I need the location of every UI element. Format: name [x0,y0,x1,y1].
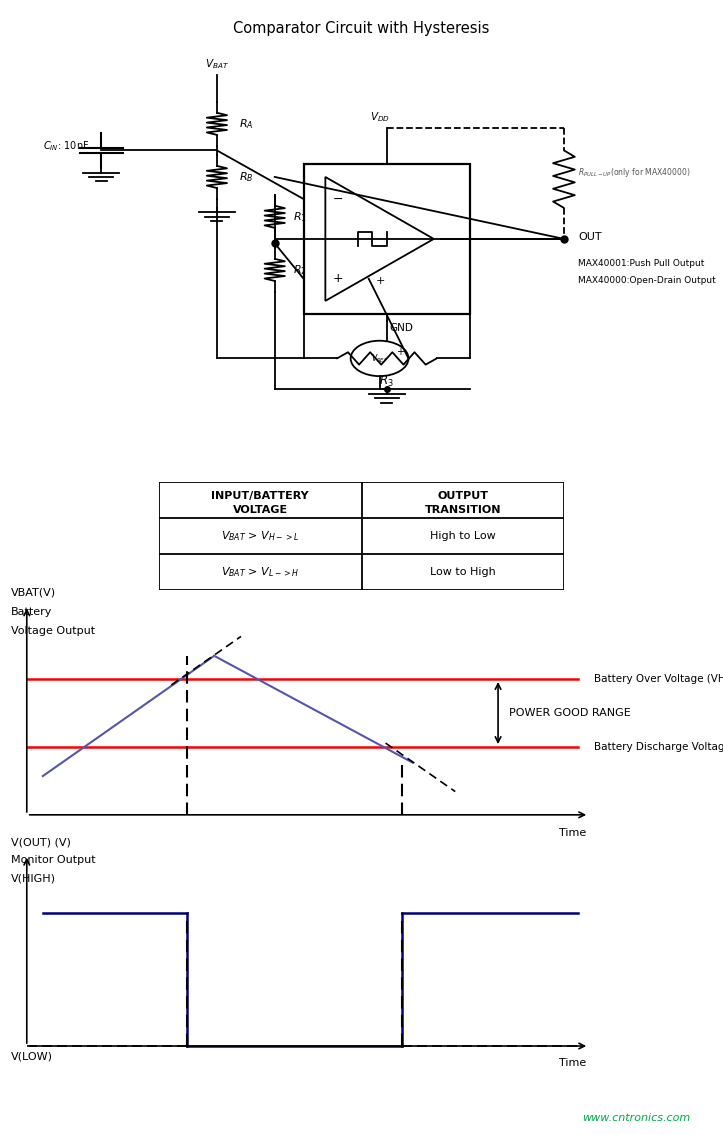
Text: $V_{DD}$: $V_{DD}$ [369,110,390,124]
Text: $R_2$: $R_2$ [293,263,307,277]
Text: V(OUT) (V): V(OUT) (V) [11,838,71,848]
Text: $C_{IN}$: 10nF: $C_{IN}$: 10nF [43,140,90,153]
Text: Comparator Circuit with Hysteresis: Comparator Circuit with Hysteresis [234,20,489,36]
Text: Voltage Output: Voltage Output [11,627,95,637]
Text: $V_{BAT}$ > $V_{L->H}$: $V_{BAT}$ > $V_{L->H}$ [221,565,299,579]
Text: Battery Over Voltage (VH->L): Battery Over Voltage (VH->L) [594,674,723,684]
Text: Monitor Output: Monitor Output [11,856,95,865]
Text: $R_B$: $R_B$ [239,170,253,184]
Text: GND: GND [389,323,414,333]
Text: TRANSITION: TRANSITION [424,505,501,515]
Text: High to Low: High to Low [430,531,495,541]
Bar [304,163,470,314]
Text: Low to High: Low to High [430,568,495,578]
Text: +: + [395,347,404,356]
Text: OUTPUT: OUTPUT [437,491,488,502]
Text: MAX40000:Open-Drain Output: MAX40000:Open-Drain Output [578,277,716,286]
Text: VBAT(V): VBAT(V) [11,588,56,598]
Text: +: + [333,272,343,285]
Text: V(LOW): V(LOW) [11,1051,53,1061]
Text: $V_{BAT}$: $V_{BAT}$ [205,57,229,70]
Text: $R_{PULL-UP}$(only for MAX40000): $R_{PULL-UP}$(only for MAX40000) [578,166,690,179]
Text: VOLTAGE: VOLTAGE [233,505,288,515]
Text: $R_1$: $R_1$ [293,210,307,224]
Text: V(HIGH): V(HIGH) [11,873,56,883]
Text: $V_{BAT}$ > $V_{H->L}$: $V_{BAT}$ > $V_{H->L}$ [221,529,299,543]
Text: Time: Time [560,829,586,839]
Text: OUT: OUT [578,232,602,242]
Text: Battery: Battery [11,607,52,617]
Text: $V_{REF}$: $V_{REF}$ [371,352,388,364]
Text: +: + [376,276,385,286]
Text: Battery Discharge Voltage (VL->H): Battery Discharge Voltage (VL->H) [594,742,723,753]
Text: INPUT/BATTERY: INPUT/BATTERY [211,491,309,502]
Text: Time: Time [560,1059,586,1068]
Text: −: − [333,193,343,205]
Text: $R_A$: $R_A$ [239,117,253,131]
Text: POWER GOOD RANGE: POWER GOOD RANGE [509,708,630,718]
Text: www.cntronics.com: www.cntronics.com [582,1113,690,1123]
Text: $R_3$: $R_3$ [380,373,394,389]
Text: MAX40001:Push Pull Output: MAX40001:Push Pull Output [578,259,705,268]
